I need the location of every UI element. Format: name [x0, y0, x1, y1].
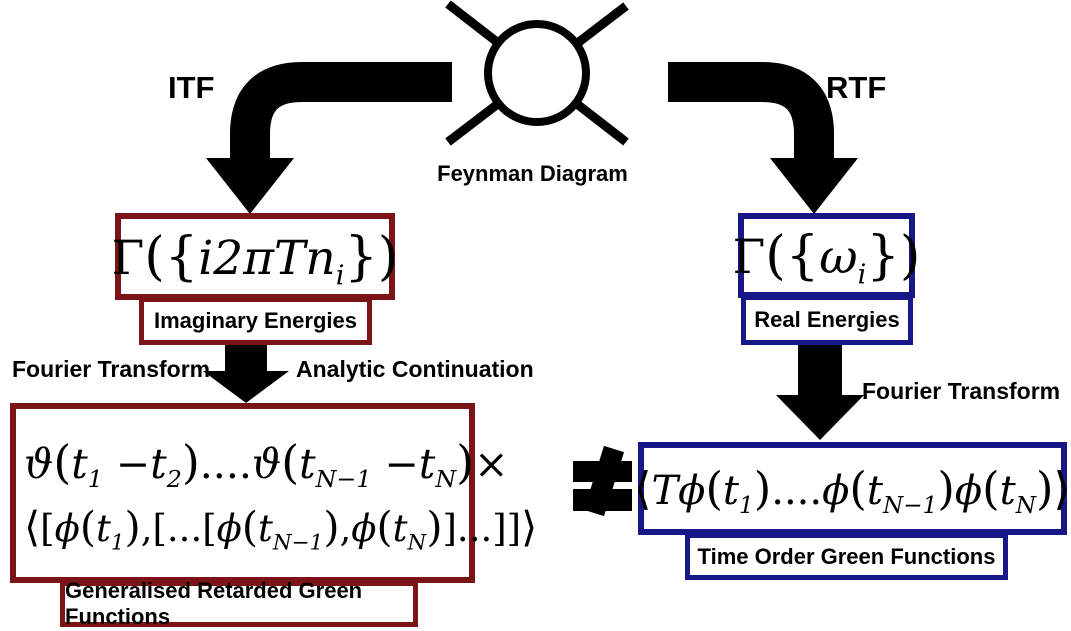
not-equal-icon	[573, 445, 632, 517]
retarded-caption-box: Generalised Retarded Green Functions	[60, 578, 418, 629]
itf-label: ITF	[168, 70, 215, 105]
imaginary-energies-caption-box: Imaginary Energies	[139, 297, 372, 345]
real-energies-caption-box: Real Energies	[741, 295, 913, 345]
right-down-arrow-icon	[776, 345, 864, 440]
fourier-transform-right-label: Fourier Transform	[862, 378, 1061, 404]
left-down-arrow-icon	[203, 345, 289, 403]
imaginary-energies-caption: Imaginary Energies	[154, 308, 357, 333]
retarded-formula-line2: ⟨[ϕ(t1),[...[ϕ(tN−1),ϕ(tN)]...]]⟩	[24, 503, 538, 556]
retarded-caption: Generalised Retarded Green Functions	[65, 578, 363, 629]
feynman-diagram-label: Feynman Diagram	[437, 161, 628, 186]
real-vertex-formula: Γ({ωi})	[732, 225, 921, 291]
real-vertex-formula-box: Γ({ωi})	[733, 213, 920, 298]
rtf-arrow-icon	[668, 62, 858, 214]
itf-arrow-icon	[206, 62, 452, 214]
analytic-continuation-label: Analytic Continuation	[296, 356, 534, 382]
time-order-formula-box: ⟨Tϕ(t1)....ϕ(tN−1)ϕ(tN)⟩	[634, 442, 1071, 535]
imaginary-vertex-formula: Γ({i2πTni})	[111, 226, 399, 292]
rtf-label: RTF	[826, 70, 887, 105]
retarded-formula-line1: ϑ(t1 −t2)....ϑ(tN−1 −tN)×	[24, 435, 509, 494]
fourier-transform-left-label: Fourier Transform	[12, 356, 211, 382]
feynman-diagram-icon	[445, 0, 629, 146]
retarded-formula-box: ϑ(t1 −t2)....ϑ(tN−1 −tN)× ⟨[ϕ(t1),[...[ϕ…	[10, 403, 537, 583]
real-energies-caption: Real Energies	[754, 307, 900, 332]
time-order-caption: Time Order Green Functions	[697, 543, 996, 569]
time-order-caption-box: Time Order Green Functions	[685, 533, 1008, 580]
imaginary-vertex-formula-box: Γ({i2πTni})	[112, 213, 398, 300]
time-order-formula: ⟨Tϕ(t1)....ϕ(tN−1)ϕ(tN)⟩	[634, 462, 1071, 519]
